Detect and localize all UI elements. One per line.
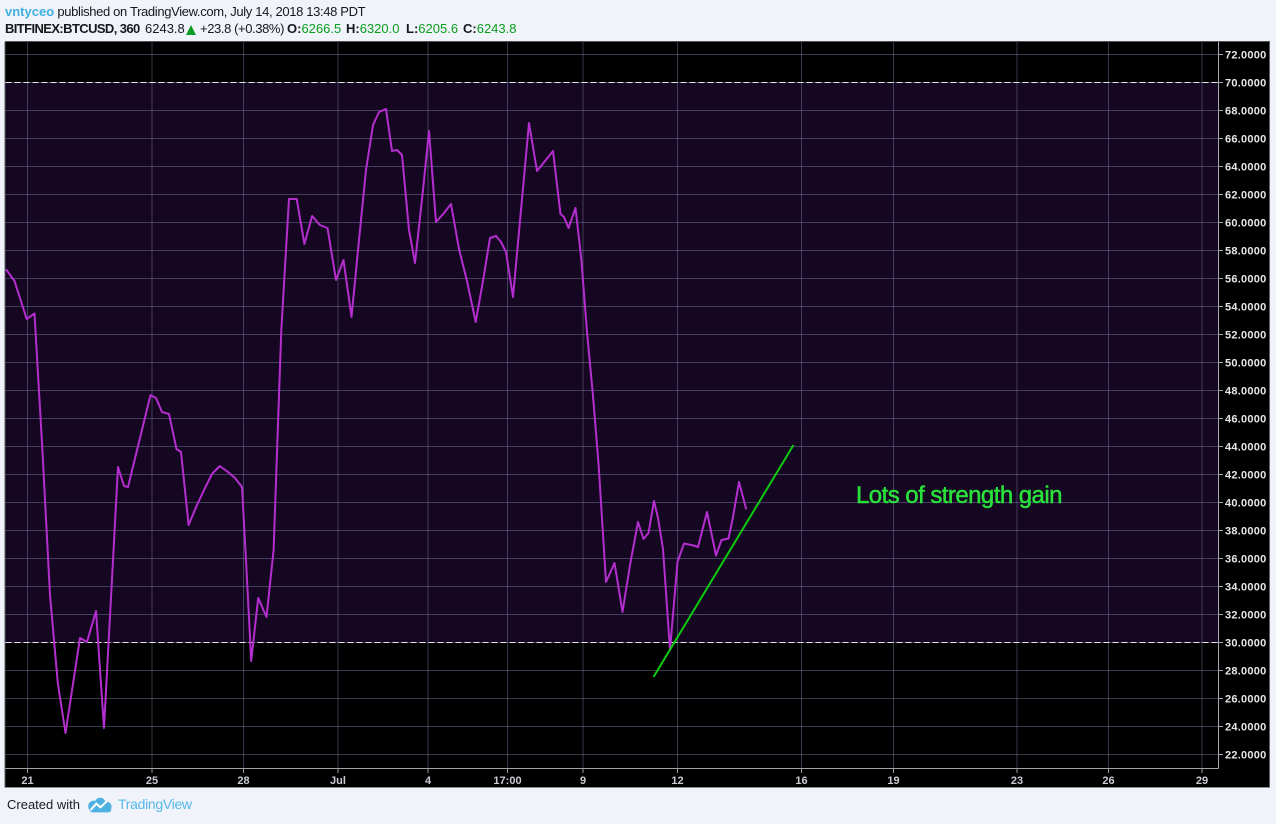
svg-text:32.0000: 32.0000 <box>1225 610 1267 622</box>
svg-text:12: 12 <box>671 775 683 787</box>
svg-text:50.0000: 50.0000 <box>1225 358 1267 370</box>
svg-text:64.0000: 64.0000 <box>1225 162 1267 174</box>
svg-text:26.0000: 26.0000 <box>1225 694 1267 706</box>
svg-text:Lots of strength gain: Lots of strength gain <box>856 482 1062 509</box>
svg-text:38.0000: 38.0000 <box>1225 526 1267 538</box>
svg-text:70.0000: 70.0000 <box>1225 78 1267 90</box>
svg-text:68.0000: 68.0000 <box>1225 106 1267 118</box>
svg-text:28.0000: 28.0000 <box>1225 666 1267 678</box>
svg-text:23: 23 <box>1011 775 1023 787</box>
svg-text:Jul: Jul <box>330 775 346 787</box>
svg-text:72.0000: 72.0000 <box>1225 50 1267 62</box>
svg-text:60.0000: 60.0000 <box>1225 218 1267 230</box>
svg-text:48.0000: 48.0000 <box>1225 386 1267 398</box>
svg-text:40.0000: 40.0000 <box>1225 498 1267 510</box>
svg-text:24.0000: 24.0000 <box>1225 722 1267 734</box>
svg-text:58.0000: 58.0000 <box>1225 246 1267 258</box>
svg-text:56.0000: 56.0000 <box>1225 274 1267 286</box>
svg-text:26: 26 <box>1102 775 1114 787</box>
svg-text:17:00: 17:00 <box>493 775 521 787</box>
svg-text:66.0000: 66.0000 <box>1225 134 1267 146</box>
svg-text:46.0000: 46.0000 <box>1225 414 1267 426</box>
svg-text:25: 25 <box>146 775 158 787</box>
svg-text:62.0000: 62.0000 <box>1225 190 1267 202</box>
svg-text:21: 21 <box>21 775 33 787</box>
svg-text:9: 9 <box>580 775 586 787</box>
svg-text:16: 16 <box>795 775 807 787</box>
svg-text:19: 19 <box>887 775 899 787</box>
svg-text:22.0000: 22.0000 <box>1225 750 1267 762</box>
svg-text:54.0000: 54.0000 <box>1225 302 1267 314</box>
svg-text:28: 28 <box>237 775 249 787</box>
svg-text:52.0000: 52.0000 <box>1225 330 1267 342</box>
svg-text:34.0000: 34.0000 <box>1225 582 1267 594</box>
svg-text:29: 29 <box>1196 775 1208 787</box>
svg-text:4: 4 <box>425 775 432 787</box>
svg-text:30.0000: 30.0000 <box>1225 638 1267 650</box>
svg-text:44.0000: 44.0000 <box>1225 442 1267 454</box>
svg-text:42.0000: 42.0000 <box>1225 470 1267 482</box>
svg-text:36.0000: 36.0000 <box>1225 554 1267 566</box>
